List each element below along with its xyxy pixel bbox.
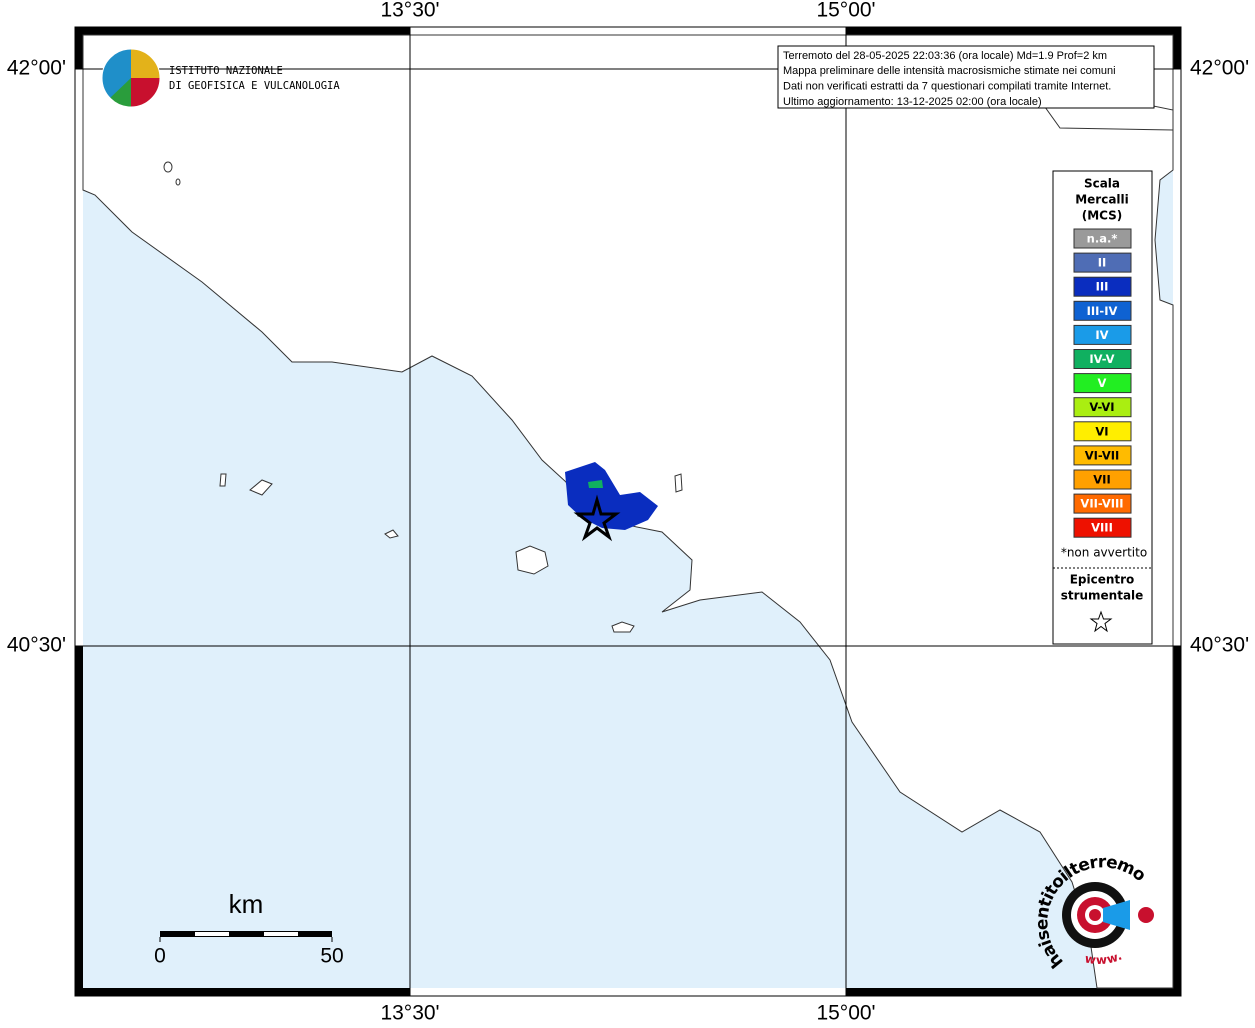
legend-title: Scala <box>1084 177 1120 191</box>
lon-label: 13°30' <box>380 0 439 22</box>
legend-swatch <box>1073 517 1132 538</box>
legend-label: II <box>1098 256 1107 270</box>
logo-text: DI GEOFISICA E VULCANOLOGIA <box>169 80 340 92</box>
legend-swatch <box>1073 276 1132 297</box>
ingv-logo: ISTITUTO NAZIONALE DI GEOFISICA E VULCAN… <box>101 48 340 108</box>
epicenter-star <box>573 494 621 542</box>
legend-label: III-IV <box>1087 304 1118 318</box>
graticule <box>75 27 1181 996</box>
site-prefix-path: www. <box>1084 948 1124 967</box>
legend-label: VI-VII <box>1085 448 1120 462</box>
legend-swatch <box>1073 421 1132 442</box>
legend-label: III <box>1096 280 1109 294</box>
legend-swatch <box>1073 493 1132 514</box>
logo-text: ISTITUTO NAZIONALE <box>169 65 283 77</box>
legend-title: Mercalli <box>1075 193 1129 207</box>
scale-label: 0 <box>154 945 166 968</box>
lon-label: 13°30' <box>380 1002 439 1024</box>
legend-epicenter: Epicentro <box>1070 573 1135 587</box>
info-line: Mappa preliminare delle intensità macros… <box>783 65 1116 77</box>
legend-label: VI <box>1095 424 1108 438</box>
legend-title: (MCS) <box>1082 209 1123 223</box>
legend-label: VIII <box>1091 521 1113 535</box>
legend-note: *non avvertito <box>1061 546 1147 560</box>
legend-star <box>1089 610 1113 633</box>
legend-label: IV <box>1095 328 1108 342</box>
legend-label: VII <box>1093 473 1110 487</box>
legend-label: IV-V <box>1089 352 1114 366</box>
legend-swatch <box>1073 349 1132 369</box>
legend-swatch <box>1073 445 1132 466</box>
legend-label: n.a.* <box>1087 232 1118 246</box>
legend: ScalaMercalli(MCS)n.a.*IIIIIIII-IVIVIV-V… <box>1061 177 1147 603</box>
lat-label: 42°00' <box>1190 57 1249 80</box>
scale-label: 50 <box>320 945 343 968</box>
info-box <box>777 45 1155 109</box>
lon-label: 15°00' <box>816 0 875 22</box>
legend-epicenter: strumentale <box>1061 589 1144 603</box>
site-prefix: www. <box>1084 948 1124 967</box>
intensity-area <box>588 480 603 488</box>
scale-unit: km <box>229 889 264 919</box>
legend-label: V <box>1098 376 1107 390</box>
legend-swatch <box>1073 324 1132 345</box>
info-line: Ultimo aggiornamento: 13-12-2025 02:00 (… <box>783 96 1042 108</box>
islands <box>163 161 683 633</box>
legend-swatch <box>1073 300 1132 321</box>
info: Terremoto del 28-05-2025 22:03:36 (ora l… <box>783 50 1116 108</box>
legend-swatch <box>1073 469 1132 490</box>
legend-swatch <box>1073 252 1132 273</box>
info-line: Dati non verificati estratti da 7 questi… <box>783 81 1111 93</box>
legend-swatch <box>1073 397 1132 418</box>
lon-label: 15°00' <box>816 1002 875 1024</box>
info-line: Terremoto del 28-05-2025 22:03:36 (ora l… <box>783 50 1107 62</box>
legend-swatch <box>1073 373 1132 394</box>
lat-label: 40°30' <box>1190 634 1249 657</box>
scale-bar: km 0 50 <box>154 889 344 968</box>
frame-border <box>75 27 1181 996</box>
legend-label: V-VI <box>1089 400 1114 414</box>
legend-label: VII-VIII <box>1080 497 1123 511</box>
legend-swatch <box>1073 228 1132 249</box>
lat-label: 42°00' <box>7 57 66 80</box>
lat-label: 40°30' <box>7 634 66 657</box>
